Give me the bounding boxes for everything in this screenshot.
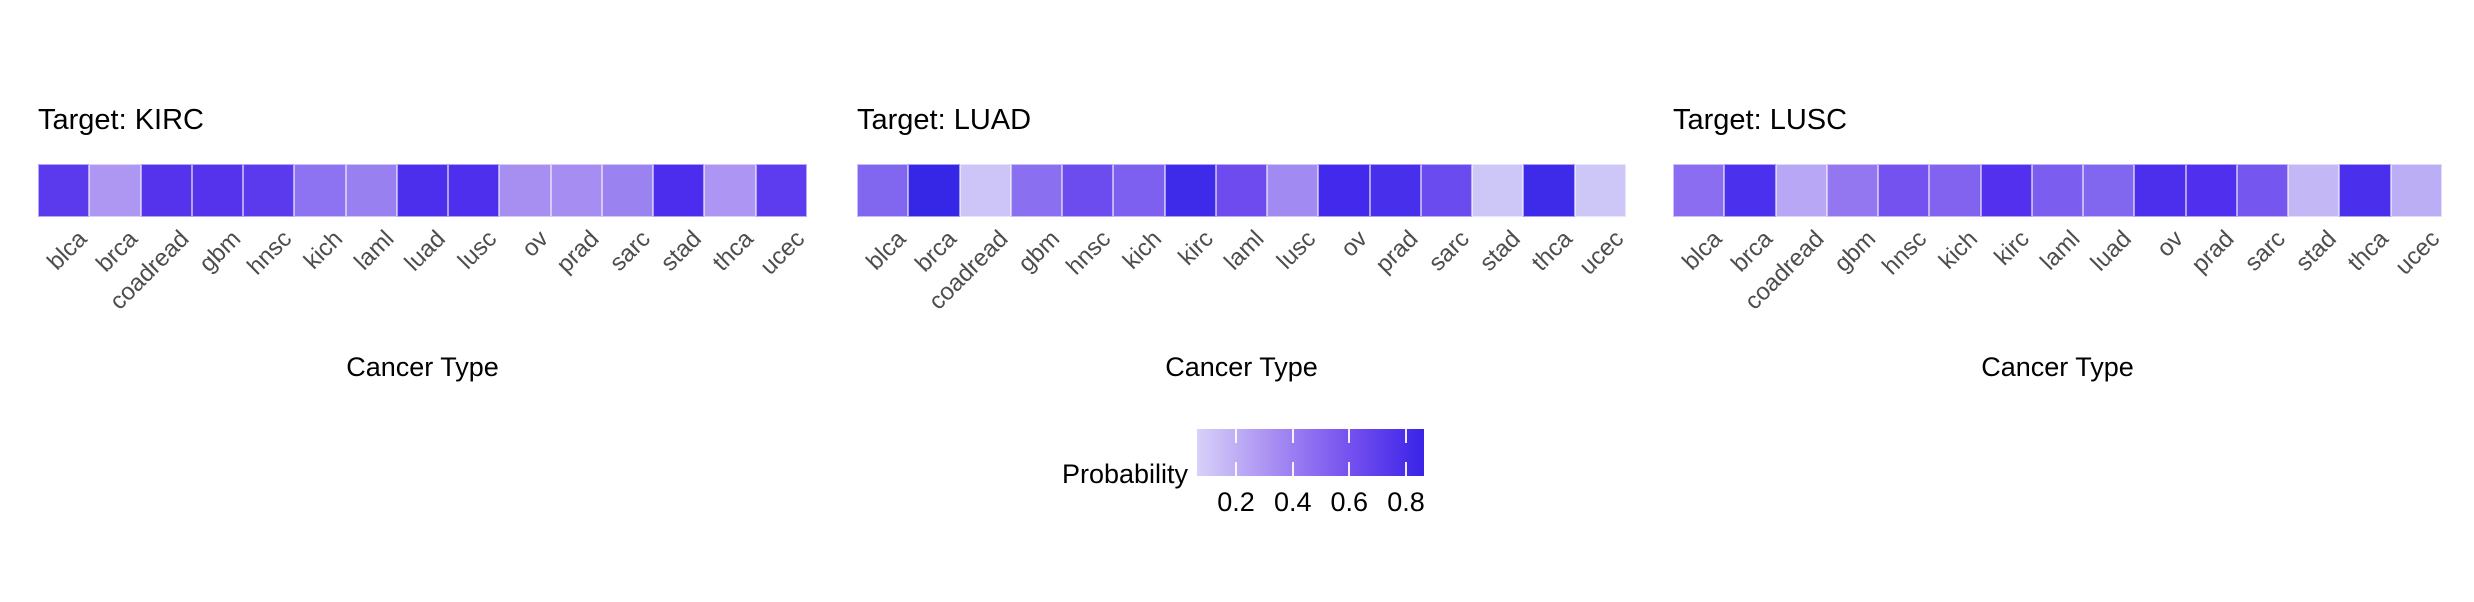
heatmap-cell-brca [89, 164, 141, 217]
heatmap-cell-kich [1929, 164, 1981, 217]
heatmap-strip-lusc [1673, 164, 2442, 217]
x-axis-label-ucec: ucec [1573, 225, 1629, 281]
heatmap-cell-luad [396, 164, 449, 217]
x-axis-label-kich: kich [1118, 225, 1168, 275]
heatmap-cell-thca [2339, 164, 2391, 217]
heatmap-cell-blca [38, 164, 90, 217]
x-axis-label-hnsc: hnsc [242, 225, 298, 281]
heatmap-cell-kirc [1164, 164, 1216, 217]
x-axis-label-laml: laml [1219, 225, 1270, 276]
x-axis-label-ov: ov [2151, 225, 2189, 263]
heatmap-cell-laml [1215, 164, 1268, 217]
x-axis-label-prad: prad [551, 225, 605, 279]
heatmap-cell-coadread [1775, 164, 1827, 217]
heatmap-cell-prad [2185, 164, 2237, 217]
x-axis-label-thca: thca [1526, 225, 1578, 277]
x-axis-label-lusc: lusc [1271, 225, 1322, 275]
heatmap-cell-kirc [1980, 164, 2032, 217]
x-axis-label-stad: stad [656, 225, 708, 277]
x-axis-label-laml: laml [2035, 225, 2086, 276]
heatmap-cell-ov [499, 164, 551, 217]
x-axis-label-ucec: ucec [2389, 225, 2445, 281]
heatmap-cell-luad [2083, 164, 2135, 217]
heatmap-cell-prad [1369, 164, 1421, 217]
heatmap-strip-kirc [38, 164, 807, 217]
x-axis-label-sarc: sarc [2239, 225, 2291, 277]
heatmap-cell-blca [857, 164, 909, 217]
panel-title-lusc: Target: LUSC [1673, 104, 1848, 136]
heatmap-cell-hnsc [243, 164, 295, 217]
x-axis-label-thca: thca [707, 225, 759, 277]
x-axis-label-blca: blca [41, 225, 93, 276]
x-axis-label-gbm: gbm [193, 225, 246, 278]
heatmap-cell-coadread [140, 164, 192, 217]
panel-target-luad: Target: LUAD blca brca coadread gbm hnsc kich… [857, 0, 1629, 602]
panel-title-luad: Target: LUAD [857, 104, 1032, 136]
heatmap-cell-brca [1724, 164, 1776, 217]
heatmap-cell-hnsc [1878, 164, 1930, 217]
x-axis-label-ov: ov [1335, 225, 1373, 263]
x-axis-label-hnsc: hnsc [1061, 225, 1117, 281]
heatmap-cell-ucec [1574, 164, 1626, 217]
heatmap-cell-gbm [1826, 164, 1879, 217]
heatmap-cell-brca [908, 164, 960, 217]
x-axis-label-sarc: sarc [1423, 225, 1475, 277]
x-axis-label-stad: stad [1475, 225, 1527, 277]
heatmap-cell-coadread [959, 164, 1011, 217]
x-axis-label-gbm: gbm [1828, 225, 1881, 278]
x-axis-label-prad: prad [1370, 225, 1424, 279]
heatmap-cell-kich [1113, 164, 1165, 217]
x-axis-label-ov: ov [516, 225, 554, 263]
heatmap-cell-sarc [601, 164, 654, 217]
x-axis-label-ucec: ucec [754, 225, 810, 281]
x-axis-labels-kirc: blca brca coadread gbm hnsc kich laml luad lusc o… [38, 216, 810, 351]
heatmap-cell-lusc [448, 164, 500, 217]
panel-target-kirc: Target: KIRC blca brca coadread gbm hnsc kich… [38, 0, 810, 602]
x-axis-labels-lusc: blca brca coadread gbm hnsc kich kirc laml luad o… [1673, 216, 2445, 351]
x-axis-label-kich: kich [299, 225, 349, 275]
x-axis-title-kirc: Cancer Type [346, 352, 499, 382]
heatmap-cell-prad [550, 164, 602, 217]
x-axis-label-gbm: gbm [1012, 225, 1065, 278]
panel-title-kirc: Target: KIRC [38, 104, 204, 136]
x-axis-label-thca: thca [2342, 225, 2394, 277]
heatmap-cell-thca [704, 164, 756, 217]
heatmap-cell-hnsc [1062, 164, 1114, 217]
x-axis-label-hnsc: hnsc [1877, 225, 1933, 281]
x-axis-label-prad: prad [2186, 225, 2240, 279]
x-axis-label-kirc: kirc [1989, 225, 2035, 271]
heatmap-cell-lusc [1267, 164, 1319, 217]
heatmap-strip-luad [857, 164, 1626, 217]
heatmap-cell-ov [2134, 164, 2186, 217]
heatmap-cell-ucec [755, 164, 807, 217]
heatmap-cell-ov [1318, 164, 1370, 217]
heatmap-cell-stad [1472, 164, 1524, 217]
heatmap-cell-stad [653, 164, 705, 217]
x-axis-label-blca: blca [1676, 225, 1728, 276]
x-axis-label-laml: laml [349, 225, 400, 276]
panel-target-lusc: Target: LUSC blca brca coadread gbm hnsc kich… [1673, 0, 2445, 602]
x-axis-label-stad: stad [2291, 225, 2343, 277]
heatmap-cell-kich [294, 164, 346, 217]
x-axis-labels-luad: blca brca coadread gbm hnsc kich kirc laml lusc o… [857, 216, 1629, 351]
heatmap-cell-blca [1673, 164, 1725, 217]
x-axis-label-blca: blca [860, 225, 912, 276]
heatmap-cell-stad [2288, 164, 2340, 217]
x-axis-title-luad: Cancer Type [1165, 352, 1318, 382]
x-axis-label-luad: luad [2085, 225, 2138, 277]
heatmap-cell-laml [345, 164, 397, 217]
x-axis-label-kich: kich [1934, 225, 1984, 275]
heatmap-cell-sarc [2236, 164, 2289, 217]
heatmap-cell-gbm [191, 164, 244, 217]
heatmap-cell-ucec [2390, 164, 2442, 217]
x-axis-label-sarc: sarc [604, 225, 656, 277]
heatmap-cell-sarc [1420, 164, 1473, 217]
x-axis-title-lusc: Cancer Type [1981, 352, 2134, 382]
x-axis-label-lusc: lusc [452, 225, 503, 275]
x-axis-label-luad: luad [399, 225, 451, 277]
heatmap-cell-gbm [1010, 164, 1063, 217]
x-axis-label-kirc: kirc [1173, 225, 1219, 271]
heatmap-cell-thca [1523, 164, 1575, 217]
heatmap-cell-laml [2031, 164, 2084, 217]
